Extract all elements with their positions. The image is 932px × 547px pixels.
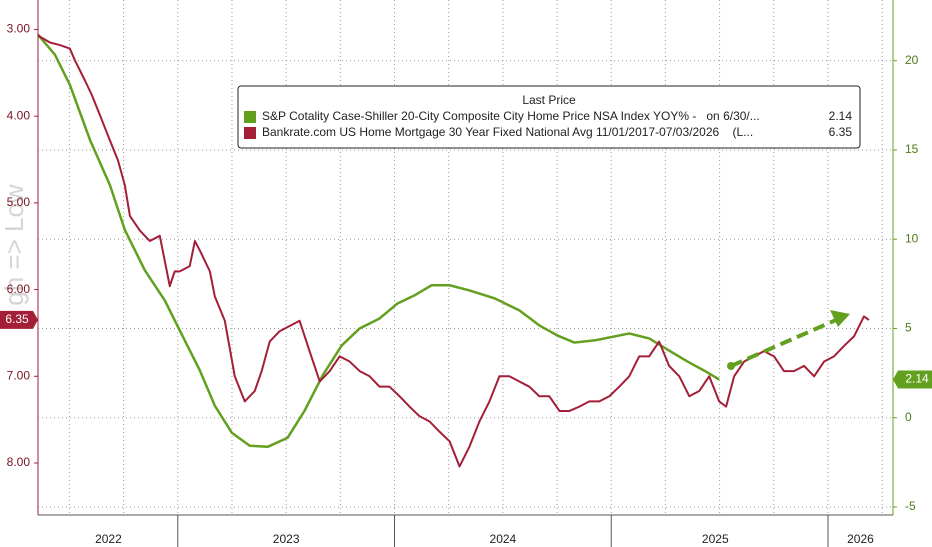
x-tick-label: 2025 (702, 532, 729, 546)
axes: 3.00 4.00 5.00 6.00 7.00 8.00 20 15 10 5 0 -5 2022 20… (0, 22, 932, 547)
last-value-badge (893, 370, 932, 389)
y2-tick-label: 5 (905, 321, 912, 335)
last-value-label: 2.14 (905, 372, 929, 386)
y2-tick-label: 15 (905, 142, 919, 156)
legend-value: 2.14 (829, 109, 853, 123)
grid (38, 0, 893, 515)
y-tick-label: 5.00 (7, 195, 31, 209)
x-tick-label: 2024 (490, 532, 517, 546)
y-tick-label: 6.00 (7, 282, 31, 296)
x-tick-label: 2026 (847, 532, 874, 546)
legend-box (237, 85, 861, 149)
y2-tick-label: 20 (905, 53, 919, 67)
y-tick-label: 8.00 (7, 455, 31, 469)
y-tick-label: 7.00 (7, 368, 31, 382)
trend-arrow (730, 318, 837, 368)
series-line (38, 33, 720, 449)
y2-tick-label: 10 (905, 231, 919, 245)
y-tick-label: 4.00 (7, 108, 31, 122)
y2-tick-label: 0 (905, 410, 912, 424)
legend: Last Price S&P Cotality Case-Shiller 20-… (237, 85, 861, 149)
last-value-label: 6.35 (5, 312, 29, 326)
y-tick-label: 3.00 (7, 22, 31, 36)
legend-swatch (244, 127, 256, 139)
series-line (38, 34, 870, 468)
x-tick-label: 2023 (273, 532, 300, 546)
x-tick-label: 2022 (95, 532, 122, 546)
legend-swatch (244, 111, 256, 123)
watermark: gh => Low (0, 184, 29, 306)
y2-tick-label: -5 (905, 499, 916, 513)
trend-start (727, 362, 735, 370)
lines (38, 33, 870, 468)
legend-title: Last Price (522, 93, 576, 107)
legend-label: Bankrate.com US Home Mortgage 30 Year Fi… (262, 125, 753, 139)
trend-arrowhead (830, 310, 850, 327)
legend-value: 6.35 (829, 125, 853, 139)
last-value-badge (0, 310, 38, 329)
legend-label: S&P Cotality Case-Shiller 20-City Compos… (262, 109, 760, 123)
